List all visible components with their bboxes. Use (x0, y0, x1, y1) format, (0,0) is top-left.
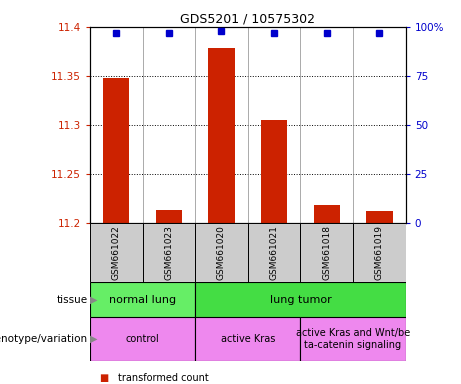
Bar (103, 78, 130, 223)
Text: GSM661019: GSM661019 (375, 225, 384, 280)
Text: GSM661023: GSM661023 (164, 225, 173, 280)
Text: GSM661018: GSM661018 (322, 225, 331, 280)
Text: GSM661020: GSM661020 (217, 225, 226, 280)
Text: GSM661022: GSM661022 (112, 225, 121, 280)
Bar (313, 205, 340, 223)
Bar (90, 223, 142, 282)
Bar (195, 282, 406, 317)
Bar (208, 48, 235, 223)
Bar (90, 282, 195, 317)
Text: tissue: tissue (56, 295, 88, 305)
Text: ■: ■ (99, 373, 108, 383)
Bar (261, 120, 287, 223)
Text: lung tumor: lung tumor (270, 295, 331, 305)
Text: ▶: ▶ (90, 295, 97, 305)
Text: control: control (126, 334, 160, 344)
Text: normal lung: normal lung (109, 295, 176, 305)
Bar (195, 317, 301, 361)
Text: GSM661021: GSM661021 (270, 225, 278, 280)
Text: ▶: ▶ (90, 334, 97, 344)
Bar (248, 223, 301, 282)
Bar (142, 223, 195, 282)
Bar (353, 223, 406, 282)
Text: genotype/variation: genotype/variation (0, 334, 88, 344)
Bar (301, 223, 353, 282)
Title: GDS5201 / 10575302: GDS5201 / 10575302 (180, 13, 315, 26)
Text: transformed count: transformed count (118, 373, 208, 383)
Bar (301, 317, 406, 361)
Bar (366, 211, 392, 223)
Text: active Kras and Wnt/be
ta-catenin signaling: active Kras and Wnt/be ta-catenin signal… (296, 328, 410, 350)
Text: active Kras: active Kras (221, 334, 275, 344)
Bar (195, 223, 248, 282)
Bar (90, 317, 195, 361)
Bar (156, 210, 182, 223)
